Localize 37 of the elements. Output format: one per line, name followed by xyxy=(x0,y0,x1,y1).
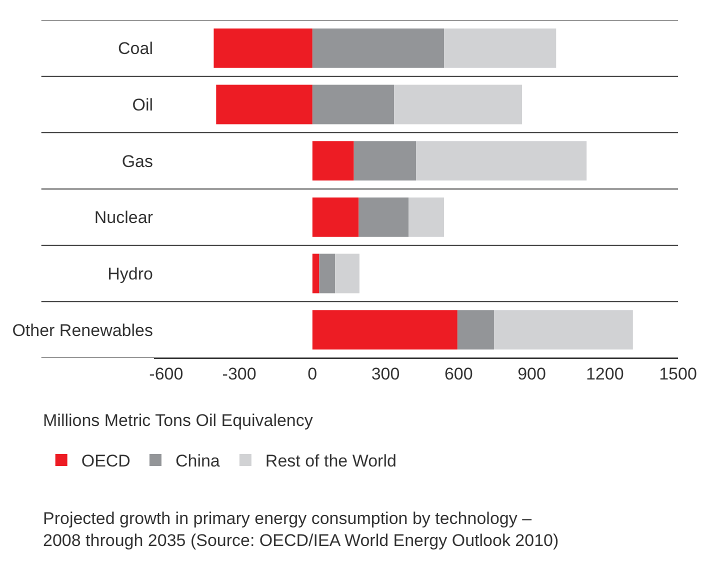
bar xyxy=(312,254,320,294)
y-tick-label: Gas xyxy=(122,152,153,171)
x-axis-title: Millions Metric Tons Oil Equivalency xyxy=(43,411,314,430)
bar xyxy=(457,310,494,350)
bar xyxy=(358,197,409,237)
legend-label: Rest of the World xyxy=(265,452,396,471)
bar xyxy=(312,84,394,124)
bar xyxy=(319,254,336,294)
bar xyxy=(416,141,587,181)
bar xyxy=(494,310,633,350)
bar xyxy=(335,254,360,294)
y-tick-label: Other Renewables xyxy=(12,320,153,340)
legend-label: OECD xyxy=(81,452,130,471)
x-tick-label: 1200 xyxy=(586,364,624,384)
x-tick-label: 300 xyxy=(371,364,400,384)
bar xyxy=(408,197,444,237)
bar xyxy=(312,28,444,68)
bar xyxy=(312,141,354,181)
x-tick-label: 600 xyxy=(444,364,473,384)
text: Projected growth in primary energy consumption by technology – 2008 through 2035 (Source: OECD/IEA World Energy Outlook 2010) xyxy=(43,509,559,550)
bar xyxy=(312,197,359,237)
bar xyxy=(354,141,416,181)
bar xyxy=(216,84,312,124)
y-tick-label: Coal xyxy=(118,39,153,58)
y-tick-label: Oil xyxy=(132,95,153,114)
x-tick-label: -300 xyxy=(222,364,256,384)
bar xyxy=(312,310,458,350)
x-tick-label: -600 xyxy=(149,364,184,384)
x-tick-label: 0 xyxy=(308,364,318,384)
bar xyxy=(394,84,522,124)
x-tick-label: 1500 xyxy=(659,364,697,384)
x-tick-label: 900 xyxy=(518,364,546,384)
legend-label: China xyxy=(175,452,220,471)
y-tick-label: Nuclear xyxy=(94,208,154,228)
y-tick-label: Hydro xyxy=(108,264,153,284)
bar xyxy=(444,28,556,68)
bar xyxy=(214,28,312,68)
